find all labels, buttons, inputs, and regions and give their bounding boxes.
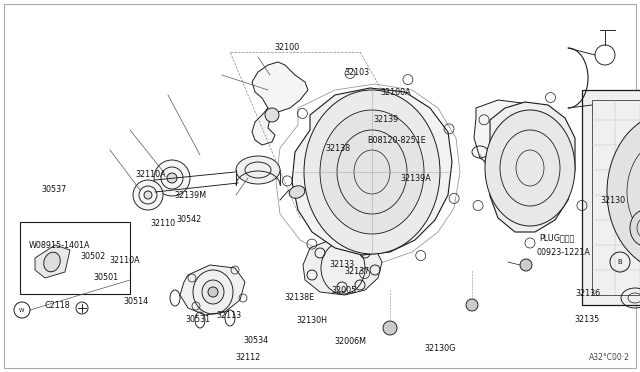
Text: 32112: 32112 <box>236 353 261 362</box>
Text: 30501: 30501 <box>93 273 118 282</box>
Text: 00923-1221A: 00923-1221A <box>536 248 590 257</box>
Ellipse shape <box>383 321 397 335</box>
Text: B08120-8251E: B08120-8251E <box>367 136 426 145</box>
Text: 32100A: 32100A <box>380 88 411 97</box>
Text: 32139M: 32139M <box>175 191 207 200</box>
Bar <box>592 100 640 295</box>
Text: 32100: 32100 <box>274 43 300 52</box>
Ellipse shape <box>289 186 305 198</box>
Text: 32138: 32138 <box>325 144 351 153</box>
Ellipse shape <box>607 112 640 272</box>
Ellipse shape <box>466 299 478 311</box>
Text: 30542: 30542 <box>176 215 202 224</box>
Text: 30514: 30514 <box>124 297 149 306</box>
Text: 32137: 32137 <box>344 267 370 276</box>
Text: A32°C00·2: A32°C00·2 <box>589 353 630 362</box>
Text: W: W <box>19 308 25 312</box>
Polygon shape <box>180 265 245 315</box>
Text: W08915-1401A: W08915-1401A <box>29 241 90 250</box>
Text: 32005: 32005 <box>332 286 357 295</box>
Ellipse shape <box>630 210 640 246</box>
Polygon shape <box>474 100 540 172</box>
Text: 32110A: 32110A <box>135 170 166 179</box>
Text: 30534: 30534 <box>243 336 269 345</box>
Text: 32110: 32110 <box>150 219 176 228</box>
Text: 32130H: 32130H <box>297 316 328 325</box>
Ellipse shape <box>167 173 177 183</box>
Bar <box>20 222 130 294</box>
Polygon shape <box>488 102 575 232</box>
Text: 32139: 32139 <box>373 115 399 124</box>
Ellipse shape <box>485 110 575 226</box>
Polygon shape <box>252 62 308 145</box>
Ellipse shape <box>265 108 279 122</box>
Text: 30531: 30531 <box>186 315 211 324</box>
Text: 32130: 32130 <box>600 196 626 205</box>
Text: 32135: 32135 <box>575 315 600 324</box>
Ellipse shape <box>304 90 440 254</box>
Text: C2118: C2118 <box>45 301 70 310</box>
Text: 32139A: 32139A <box>401 174 431 183</box>
Ellipse shape <box>154 160 190 196</box>
Bar <box>582 90 640 305</box>
Ellipse shape <box>144 191 152 199</box>
Ellipse shape <box>520 259 532 271</box>
Text: 32133: 32133 <box>330 260 355 269</box>
Text: 32113: 32113 <box>216 311 242 320</box>
Text: 32110A: 32110A <box>109 256 140 265</box>
Text: 32138E: 32138E <box>284 293 315 302</box>
Text: 32130G: 32130G <box>424 344 456 353</box>
Text: B: B <box>618 259 622 265</box>
Polygon shape <box>303 240 382 295</box>
Polygon shape <box>292 88 452 255</box>
Text: PLUGプラグ: PLUGプラグ <box>539 234 575 243</box>
Ellipse shape <box>236 156 280 184</box>
Polygon shape <box>35 245 70 278</box>
Ellipse shape <box>208 287 218 297</box>
Ellipse shape <box>202 280 224 304</box>
Text: 30502: 30502 <box>80 252 106 261</box>
Ellipse shape <box>133 180 163 210</box>
Text: 30537: 30537 <box>42 185 67 194</box>
Text: 32006M: 32006M <box>335 337 367 346</box>
Ellipse shape <box>44 252 60 272</box>
Text: 32136: 32136 <box>575 289 600 298</box>
Text: 32103: 32103 <box>344 68 370 77</box>
Ellipse shape <box>320 110 424 234</box>
